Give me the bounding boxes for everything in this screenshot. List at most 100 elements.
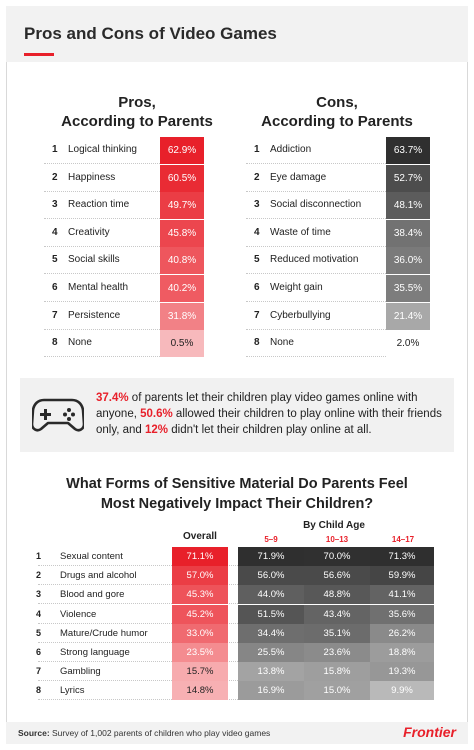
- age-10-13-value: 35.1%: [304, 623, 370, 643]
- online-text-part-1: of parents let their children play video…: [96, 392, 418, 420]
- cons-row: 8 None 2.0%: [246, 330, 430, 358]
- overall-value: 57.0%: [172, 566, 228, 586]
- overall-value: 23.5%: [172, 643, 228, 662]
- cons-row: 4 Waste of time 38.4%: [246, 219, 430, 247]
- age-group-10-13-header: 10–13: [325, 535, 349, 544]
- cons-item-label: Waste of time: [270, 226, 331, 238]
- age-group-14-17-header: 14–17: [391, 535, 415, 544]
- cons-item-value: 63.7%: [386, 137, 430, 164]
- sensitive-rank-number: 4: [36, 608, 42, 619]
- age-10-13-value: 56.6%: [304, 566, 370, 586]
- online-friends-percent: 50.6%: [140, 408, 173, 420]
- page-title: Pros and Cons of Video Games: [24, 24, 277, 43]
- sensitive-rank-number: 2: [36, 570, 42, 581]
- age-14-17-value: 41.1%: [370, 585, 434, 605]
- cons-item-value: 35.5%: [386, 275, 430, 302]
- sensitive-rank-number: 7: [36, 666, 42, 677]
- pros-rank-number: 2: [52, 171, 58, 183]
- online-text-part-2: allowed their children to play online wi…: [96, 408, 442, 436]
- sensitive-row: 1 Sexual content 71.1% 71.9% 70.0% 71.3%: [36, 547, 434, 566]
- age-10-13-value: 70.0%: [304, 547, 370, 566]
- cons-row: 2 Eye damage 52.7%: [246, 164, 430, 192]
- pros-item-value: 31.8%: [160, 302, 204, 330]
- cons-item-label: None: [270, 337, 294, 349]
- pros-rank-number: 8: [52, 337, 58, 349]
- pros-row: 6 Mental health 40.2%: [44, 275, 204, 302]
- overall-column-header: Overall: [183, 531, 217, 542]
- sensitive-item-label: Lyrics: [60, 685, 85, 697]
- age-5-9-value: 25.5%: [238, 643, 304, 662]
- age-14-17-value: 26.2%: [370, 623, 434, 643]
- age-10-13-value: 23.6%: [304, 643, 370, 662]
- sensitive-material-title: What Forms of Sensitive Material Do Pare…: [20, 474, 454, 514]
- age-5-9-value: 34.4%: [238, 623, 304, 643]
- pros-title-line-2: According to Parents: [61, 113, 213, 130]
- sensitive-rank-number: 6: [36, 647, 42, 657]
- cons-row: 5 Reduced motivation 36.0%: [246, 247, 430, 275]
- pros-item-label: Logical thinking: [68, 144, 137, 155]
- age-5-9-value: 71.9%: [238, 547, 304, 566]
- age-5-9-value: 56.0%: [238, 566, 304, 586]
- pros-rank-number: 1: [52, 144, 58, 155]
- sensitive-rank-number: 8: [36, 685, 42, 696]
- sensitive-rank-number: 3: [36, 589, 42, 600]
- by-child-age-header: By Child Age: [303, 520, 365, 531]
- sensitive-row: 3 Blood and gore 45.3% 44.0% 48.8% 41.1%: [36, 585, 434, 605]
- cons-item-value: 21.4%: [386, 302, 430, 330]
- age-group-5-9-header: 5–9: [264, 535, 278, 544]
- cons-item-label: Reduced motivation: [270, 254, 359, 266]
- cons-item-label: Weight gain: [270, 282, 323, 293]
- age-14-17-value: 9.9%: [370, 681, 434, 701]
- cons-title: Cons, According to Parents: [238, 93, 436, 131]
- cons-row: 3 Social disconnection 48.1%: [246, 192, 430, 220]
- sensitive-item-label: Strong language: [60, 647, 130, 658]
- sensitive-row: 7 Gambling 15.7% 13.8% 15.8% 19.3%: [36, 662, 434, 682]
- age-10-13-value: 43.4%: [304, 604, 370, 624]
- pros-rank-number: 7: [52, 309, 58, 321]
- age-10-13-value: 15.8%: [304, 662, 370, 682]
- sensitive-item-label: Blood and gore: [60, 589, 125, 601]
- age-5-9-value: 44.0%: [238, 585, 304, 605]
- source-note: Source: Survey of 1,002 parents of child…: [18, 728, 270, 738]
- sensitive-rank-number: 1: [36, 551, 42, 561]
- overall-value: 45.2%: [172, 604, 228, 624]
- pros-item-value: 60.5%: [160, 164, 204, 192]
- cons-item-value: 38.4%: [386, 219, 430, 247]
- age-14-17-value: 59.9%: [370, 566, 434, 586]
- cons-item-value: 2.0%: [386, 330, 430, 358]
- sensitive-row: 5 Mature/Crude humor 33.0% 34.4% 35.1% 26.2%: [36, 623, 434, 643]
- pros-row: 8 None 0.5%: [44, 330, 204, 358]
- footer-bar: Source: Survey of 1,002 parents of child…: [6, 722, 468, 744]
- sensitive-item-label: Drugs and alcohol: [60, 570, 137, 582]
- cons-item-value: 52.7%: [386, 164, 430, 192]
- pros-rank-number: 5: [52, 254, 58, 266]
- pros-item-label: Persistence: [68, 309, 121, 321]
- age-5-9-value: 13.8%: [238, 662, 304, 682]
- cons-item-label: Cyberbullying: [270, 309, 331, 321]
- pros-item-value: 40.2%: [160, 275, 204, 302]
- gamepad-icon: [32, 398, 84, 432]
- pros-row: 2 Happiness 60.5%: [44, 164, 204, 192]
- cons-rank-number: 4: [254, 226, 260, 238]
- pros-item-label: Social skills: [68, 254, 120, 266]
- cons-item-label: Eye damage: [270, 171, 327, 183]
- pros-title: Pros, According to Parents: [38, 93, 236, 131]
- pros-title-line-1: Pros,: [118, 94, 156, 111]
- cons-rank-number: 6: [254, 282, 260, 293]
- sensitive-item-label: Gambling: [60, 666, 101, 678]
- cons-rank-number: 8: [254, 337, 260, 349]
- sensitive-title-line-2: Most Negatively Impact Their Children?: [100, 496, 374, 512]
- cons-item-label: Addiction: [270, 144, 312, 155]
- sensitive-item-label: Violence: [60, 608, 97, 620]
- pros-item-label: Happiness: [68, 171, 116, 183]
- age-14-17-value: 18.8%: [370, 643, 434, 662]
- sensitive-row: 6 Strong language 23.5% 25.5% 23.6% 18.8%: [36, 643, 434, 662]
- cons-rank-number: 5: [254, 254, 260, 266]
- age-5-9-value: 16.9%: [238, 681, 304, 701]
- pros-rank-number: 4: [52, 226, 58, 238]
- overall-value: 45.3%: [172, 585, 228, 605]
- online-anyone-percent: 37.4%: [96, 392, 129, 404]
- pros-item-value: 62.9%: [160, 137, 204, 164]
- cons-rank-number: 2: [254, 171, 260, 183]
- online-play-callout: 37.4% of parents let their children play…: [20, 378, 454, 452]
